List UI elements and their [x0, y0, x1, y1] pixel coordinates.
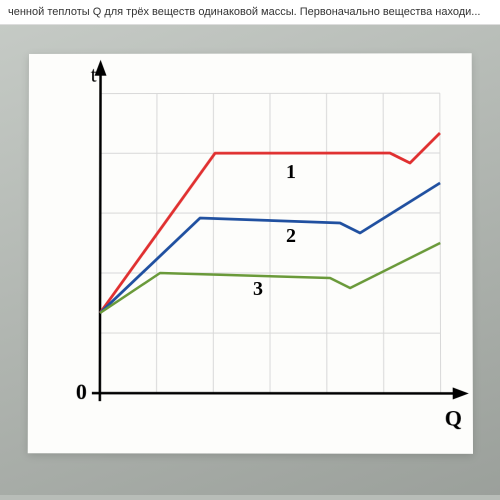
x-axis-label: Q	[445, 405, 462, 431]
y-axis-label: t	[91, 62, 97, 88]
chart-svg	[28, 53, 473, 454]
series-label-3: 3	[253, 278, 263, 301]
chart-container: t Q 0 1 2 3	[28, 53, 473, 454]
axes	[92, 59, 469, 401]
photo-background: t Q 0 1 2 3	[0, 25, 500, 495]
problem-text-header: ченной теплоты Q для трёх веществ одинак…	[0, 0, 500, 25]
origin-label: 0	[76, 379, 87, 405]
series-label-1: 1	[286, 161, 296, 184]
series-label-2: 2	[286, 225, 296, 248]
problem-text: ченной теплоты Q для трёх веществ одинак…	[8, 6, 480, 18]
